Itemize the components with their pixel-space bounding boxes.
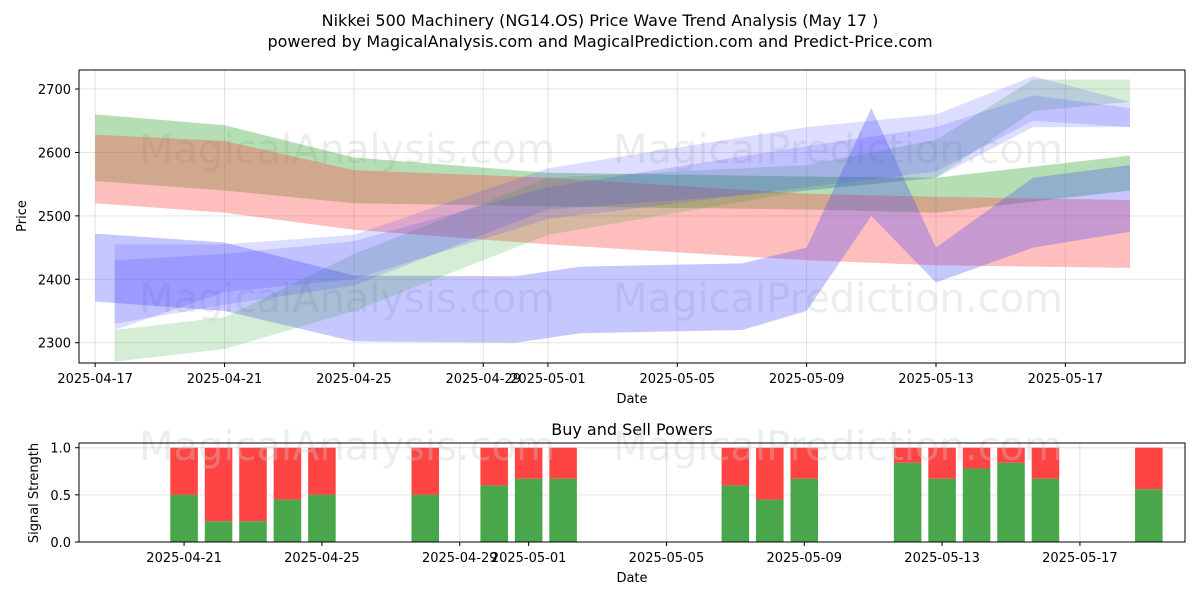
buy-power-bar: [721, 485, 750, 542]
signal-x-tick-label: 2025-05-01: [491, 551, 567, 566]
sell-power-bar: [411, 447, 440, 495]
buy-power-bar: [514, 478, 543, 542]
buy-power-bar: [204, 521, 233, 542]
price-y-tick-label: 2300: [38, 337, 71, 352]
sell-power-bar: [273, 447, 302, 500]
buy-power-bar: [273, 499, 302, 542]
sell-power-bar: [308, 447, 336, 495]
buy-power-bar: [928, 478, 956, 542]
sell-power-bar: [962, 447, 991, 469]
watermark-top-right: MagicalPrediction.com: [613, 127, 1063, 173]
sell-power-bar: [1031, 447, 1060, 479]
signal-y-tick-label: 0.5: [50, 489, 71, 504]
price-y-tick-label: 2600: [38, 146, 71, 161]
buy-power-bar: [549, 478, 577, 542]
price-y-ticks: 2300 2400 2500 2600 2700: [38, 83, 79, 352]
signal-plot: Buy and Sell Powers MagicalAnalysis.com …: [27, 420, 1186, 586]
signal-y-tick-label: 0.0: [50, 536, 71, 551]
watermark-signal-right: MagicalPrediction.com: [613, 424, 1063, 470]
signal-x-tick-label: 2025-05-05: [629, 551, 705, 566]
buy-power-bar: [411, 494, 440, 542]
buy-power-bar: [480, 485, 508, 542]
watermark-top-left: MagicalAnalysis.com: [139, 127, 555, 173]
price-plot-background: [79, 70, 1185, 363]
price-band-green: [95, 114, 1131, 213]
signal-y-axis-label: Signal Strength: [27, 443, 42, 543]
price-x-tick-label: 2025-05-09: [769, 372, 845, 387]
signal-y-ticks: 0.0 0.5 1.0: [50, 442, 79, 551]
sell-power-bar: [170, 447, 198, 495]
price-y-tick-label: 2500: [38, 210, 71, 225]
watermark-signal-left: MagicalAnalysis.com: [139, 424, 555, 470]
price-plot: MagicalAnalysis.com MagicalPrediction.co…: [15, 69, 1186, 407]
watermark-bottom-left: MagicalAnalysis.com: [139, 276, 555, 322]
price-band-green: [114, 79, 1131, 362]
buy-power-bar: [893, 462, 922, 542]
signal-x-tick-label: 2025-05-13: [904, 551, 980, 566]
sell-power-bar: [928, 447, 956, 479]
buy-power-bar: [1135, 489, 1163, 542]
price-x-tick-label: 2025-04-25: [316, 372, 392, 387]
price-x-ticks: 2025-04-17 2025-04-21 2025-04-25 2025-04-29…: [57, 363, 1103, 387]
chart-title-line1: Nikkei 500 Machinery (NG14.OS) Price Wav…: [322, 11, 879, 30]
sell-power-bar: [893, 447, 922, 463]
signal-x-tick-label: 2025-05-09: [766, 551, 842, 566]
price-y-axis-label: Price: [15, 200, 30, 232]
price-x-axis-label: Date: [616, 392, 647, 407]
price-y-tick-label: 2700: [38, 83, 71, 98]
buy-power-bar: [170, 494, 198, 542]
sell-power-bar: [756, 447, 784, 500]
sell-power-bar: [997, 447, 1025, 463]
sell-power-bar: [549, 447, 577, 479]
price-y-tick-label: 2400: [38, 273, 71, 288]
sell-power-bar: [721, 447, 750, 486]
buy-power-bar: [790, 478, 819, 542]
signal-x-ticks: 2025-04-21 2025-04-25 2025-04-292025-05-01…: [146, 542, 1118, 566]
sell-power-bar: [514, 447, 543, 479]
price-plot-frame: [78, 69, 1186, 364]
buy-power-bar: [962, 468, 991, 542]
signal-x-axis-label: Date: [616, 571, 647, 586]
signal-x-tick-label: 2025-04-21: [146, 551, 222, 566]
price-bands: [95, 76, 1131, 362]
sell-power-bar: [239, 447, 267, 522]
buy-power-bar: [1031, 478, 1060, 542]
chart-title-line2: powered by MagicalAnalysis.com and Magic…: [267, 32, 932, 51]
price-band-red: [95, 134, 1131, 268]
price-x-tick-label: 2025-04-29: [445, 372, 521, 387]
signal-plot-title: Buy and Sell Powers: [551, 420, 713, 439]
sell-power-bar: [1135, 447, 1163, 490]
sell-power-bar: [204, 447, 233, 522]
price-x-tick-label: 2025-05-17: [1028, 372, 1104, 387]
signal-plot-frame: [78, 442, 1186, 543]
sell-power-bar: [790, 447, 819, 479]
buy-power-bar: [997, 462, 1025, 542]
buy-power-bar: [239, 521, 267, 542]
price-x-tick-label: 2025-04-21: [187, 372, 263, 387]
signal-x-tick-label: 2025-05-17: [1042, 551, 1118, 566]
signal-x-tick-label: 2025-04-29: [422, 551, 498, 566]
price-grid: [79, 70, 1185, 363]
sell-power-bar: [480, 447, 508, 486]
signal-bars: [170, 447, 1163, 542]
price-band-blue: [114, 95, 1131, 331]
signal-y-tick-label: 1.0: [50, 442, 71, 457]
price-x-tick-label: 2025-05-13: [898, 372, 974, 387]
price-band-blue: [114, 76, 1131, 324]
buy-power-bar: [756, 499, 784, 542]
watermark-bottom-right: MagicalPrediction.com: [613, 276, 1063, 322]
price-x-tick-label: 2025-05-05: [639, 372, 715, 387]
price-x-tick-label: 2025-05-01: [510, 372, 586, 387]
price-band-blue: [95, 108, 1131, 343]
price-x-tick-label: 2025-04-17: [57, 372, 133, 387]
buy-power-bar: [308, 494, 336, 542]
signal-x-tick-label: 2025-04-25: [284, 551, 360, 566]
